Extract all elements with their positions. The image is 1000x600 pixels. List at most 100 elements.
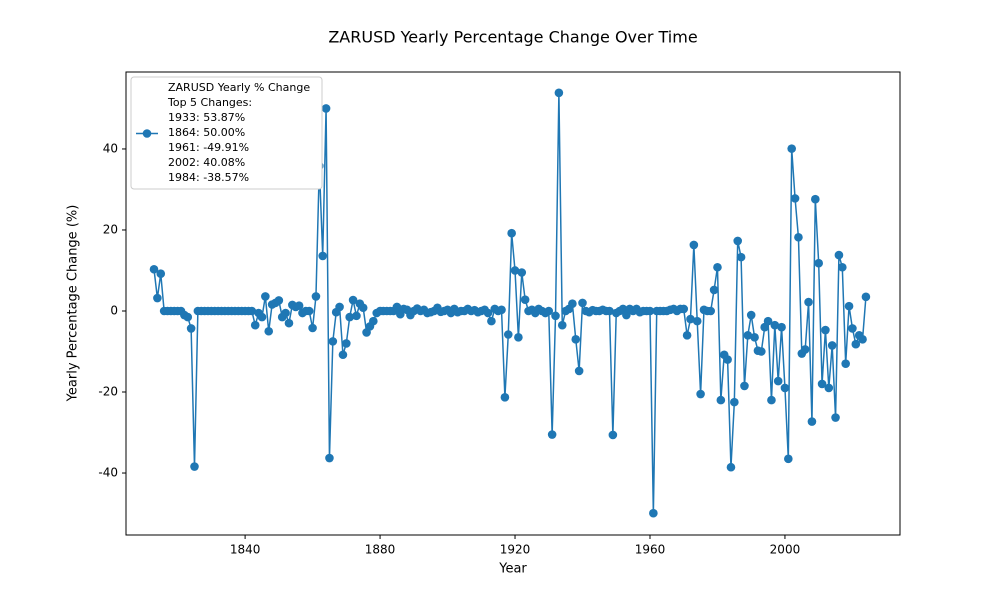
data-point xyxy=(335,302,344,312)
data-point xyxy=(507,228,516,238)
data-point xyxy=(183,312,193,322)
legend-note: 1984: -38.57% xyxy=(168,171,249,184)
data-point xyxy=(811,194,820,204)
data-point xyxy=(503,330,513,339)
data-point xyxy=(814,258,823,268)
data-point xyxy=(153,293,162,303)
data-point xyxy=(763,316,773,326)
data-point xyxy=(709,285,719,295)
data-point xyxy=(743,330,753,340)
data-point xyxy=(692,316,702,326)
data-point xyxy=(284,318,294,328)
data-point xyxy=(848,324,857,333)
data-point xyxy=(726,462,736,472)
data-point xyxy=(689,240,699,250)
data-point xyxy=(746,310,756,320)
data-point xyxy=(281,308,290,318)
legend-box xyxy=(130,76,323,190)
data-point xyxy=(338,350,348,360)
data-point xyxy=(497,305,506,315)
data-point xyxy=(794,232,803,242)
data-point xyxy=(257,312,267,322)
data-point xyxy=(264,326,274,336)
data-point xyxy=(510,266,520,275)
data-point xyxy=(804,297,813,307)
data-point xyxy=(807,417,817,426)
y-tick-label: 20 xyxy=(103,222,118,236)
x-axis-label: Year xyxy=(498,562,527,577)
data-point xyxy=(304,306,314,316)
data-point xyxy=(787,144,796,153)
plot-frame xyxy=(125,71,901,536)
legend-note: 1864: 50.00% xyxy=(168,126,245,139)
data-point xyxy=(770,320,780,330)
data-point xyxy=(186,324,196,333)
data-point xyxy=(821,325,830,335)
data-point xyxy=(348,295,358,305)
data-point xyxy=(342,339,351,348)
data-point xyxy=(514,333,523,342)
data-point xyxy=(649,508,658,518)
data-point xyxy=(551,311,560,321)
data-point xyxy=(679,304,689,314)
data-point xyxy=(352,311,361,321)
data-point xyxy=(851,339,861,349)
data-point xyxy=(294,301,304,311)
y-tick-label: -40 xyxy=(98,466,118,480)
data-point xyxy=(261,292,270,301)
data-point xyxy=(149,264,159,274)
data-point xyxy=(682,330,692,340)
data-point xyxy=(696,389,705,399)
data-point xyxy=(517,268,527,277)
data-point xyxy=(250,320,260,330)
y-tick-label: -20 xyxy=(98,385,118,399)
data-point xyxy=(325,453,334,463)
data-point xyxy=(500,392,510,402)
data-point xyxy=(308,323,317,333)
legend-marker xyxy=(142,129,152,138)
data-point xyxy=(547,430,557,439)
data-point xyxy=(777,322,786,332)
legend-note: Top 5 Changes: xyxy=(167,96,252,109)
data-point xyxy=(831,413,840,422)
x-tick-label: 1920 xyxy=(500,543,531,557)
data-point xyxy=(723,355,732,364)
data-point xyxy=(574,366,584,376)
data-point xyxy=(487,316,496,326)
data-point xyxy=(328,337,338,346)
data-point xyxy=(784,454,793,464)
data-point xyxy=(318,251,328,261)
data-point xyxy=(483,308,493,318)
data-point xyxy=(321,104,331,113)
legend-label: ZARUSD Yearly % Change xyxy=(168,81,310,94)
data-point xyxy=(605,306,614,316)
data-point xyxy=(750,333,759,342)
data-point xyxy=(780,383,790,393)
x-tick-label: 1960 xyxy=(635,543,666,557)
data-point xyxy=(568,299,577,309)
data-point xyxy=(716,395,726,405)
data-point xyxy=(824,383,834,393)
data-point xyxy=(190,462,199,471)
data-point xyxy=(827,341,837,350)
data-point xyxy=(554,88,564,98)
data-point xyxy=(733,236,743,246)
y-tick-label: 0 xyxy=(110,303,118,317)
x-tick-label: 1880 xyxy=(365,543,396,557)
data-point xyxy=(773,376,783,386)
data-point xyxy=(790,194,800,203)
data-point xyxy=(713,262,722,272)
data-point xyxy=(706,306,716,316)
x-tick-label: 1840 xyxy=(230,543,261,557)
data-point xyxy=(757,347,766,356)
legend-note: 1961: -49.91% xyxy=(168,141,249,154)
data-point xyxy=(817,379,827,389)
x-tick-label: 2000 xyxy=(770,543,801,557)
chart-title: ZARUSD Yearly Percentage Change Over Tim… xyxy=(328,28,697,47)
data-point xyxy=(247,306,257,316)
data-point xyxy=(369,316,378,326)
data-point xyxy=(358,303,368,313)
data-point xyxy=(557,320,567,330)
